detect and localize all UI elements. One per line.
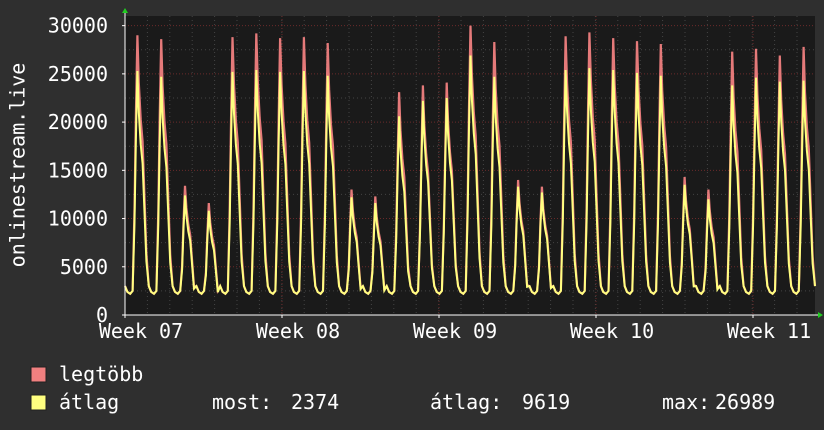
y-tick-label: 20000	[48, 110, 108, 134]
series-areas	[123, 25, 817, 296]
legend-swatch-max	[30, 366, 47, 383]
y-ticks: 0 5000 10000 15000 20000 25000 30000	[48, 14, 125, 327]
legend-swatch-avg	[30, 394, 47, 411]
x-tick-label: Week 10	[570, 319, 654, 343]
legend-label-max: legtöbb	[59, 362, 143, 386]
stat-max-value: 26989	[715, 390, 775, 414]
y-axis-label: onlinestream.live	[6, 63, 30, 268]
stat-now-label: most:	[212, 390, 272, 414]
stat-avg-label: átlag:	[430, 390, 502, 414]
y-tick-label: 10000	[48, 207, 108, 231]
y-tick-label: 15000	[48, 158, 108, 182]
series-avg-line	[124, 55, 816, 296]
x-tick-label: Week 09	[413, 319, 497, 343]
stat-max-label: max:	[662, 390, 710, 414]
y-tick-label: 25000	[48, 62, 108, 86]
legend-label-avg: átlag	[59, 390, 119, 414]
x-tick-label: Week 07	[99, 319, 183, 343]
y-axis-arrow	[122, 8, 128, 13]
x-tick-label: Week 08	[256, 319, 340, 343]
stat-avg-value: 9619	[522, 390, 570, 414]
x-axis-arrow	[818, 312, 823, 318]
y-tick-label: 5000	[60, 255, 108, 279]
x-tick-label: Week 11	[727, 319, 811, 343]
x-ticks: Week 07 Week 08 Week 09 Week 10 Week 11	[99, 315, 811, 343]
stat-now-value: 2374	[291, 390, 339, 414]
y-tick-label: 30000	[48, 14, 108, 38]
y-tick-label: 0	[96, 303, 108, 327]
legend: legtöbb átlag most: 2374 átlag: 9619 max…	[30, 362, 775, 414]
